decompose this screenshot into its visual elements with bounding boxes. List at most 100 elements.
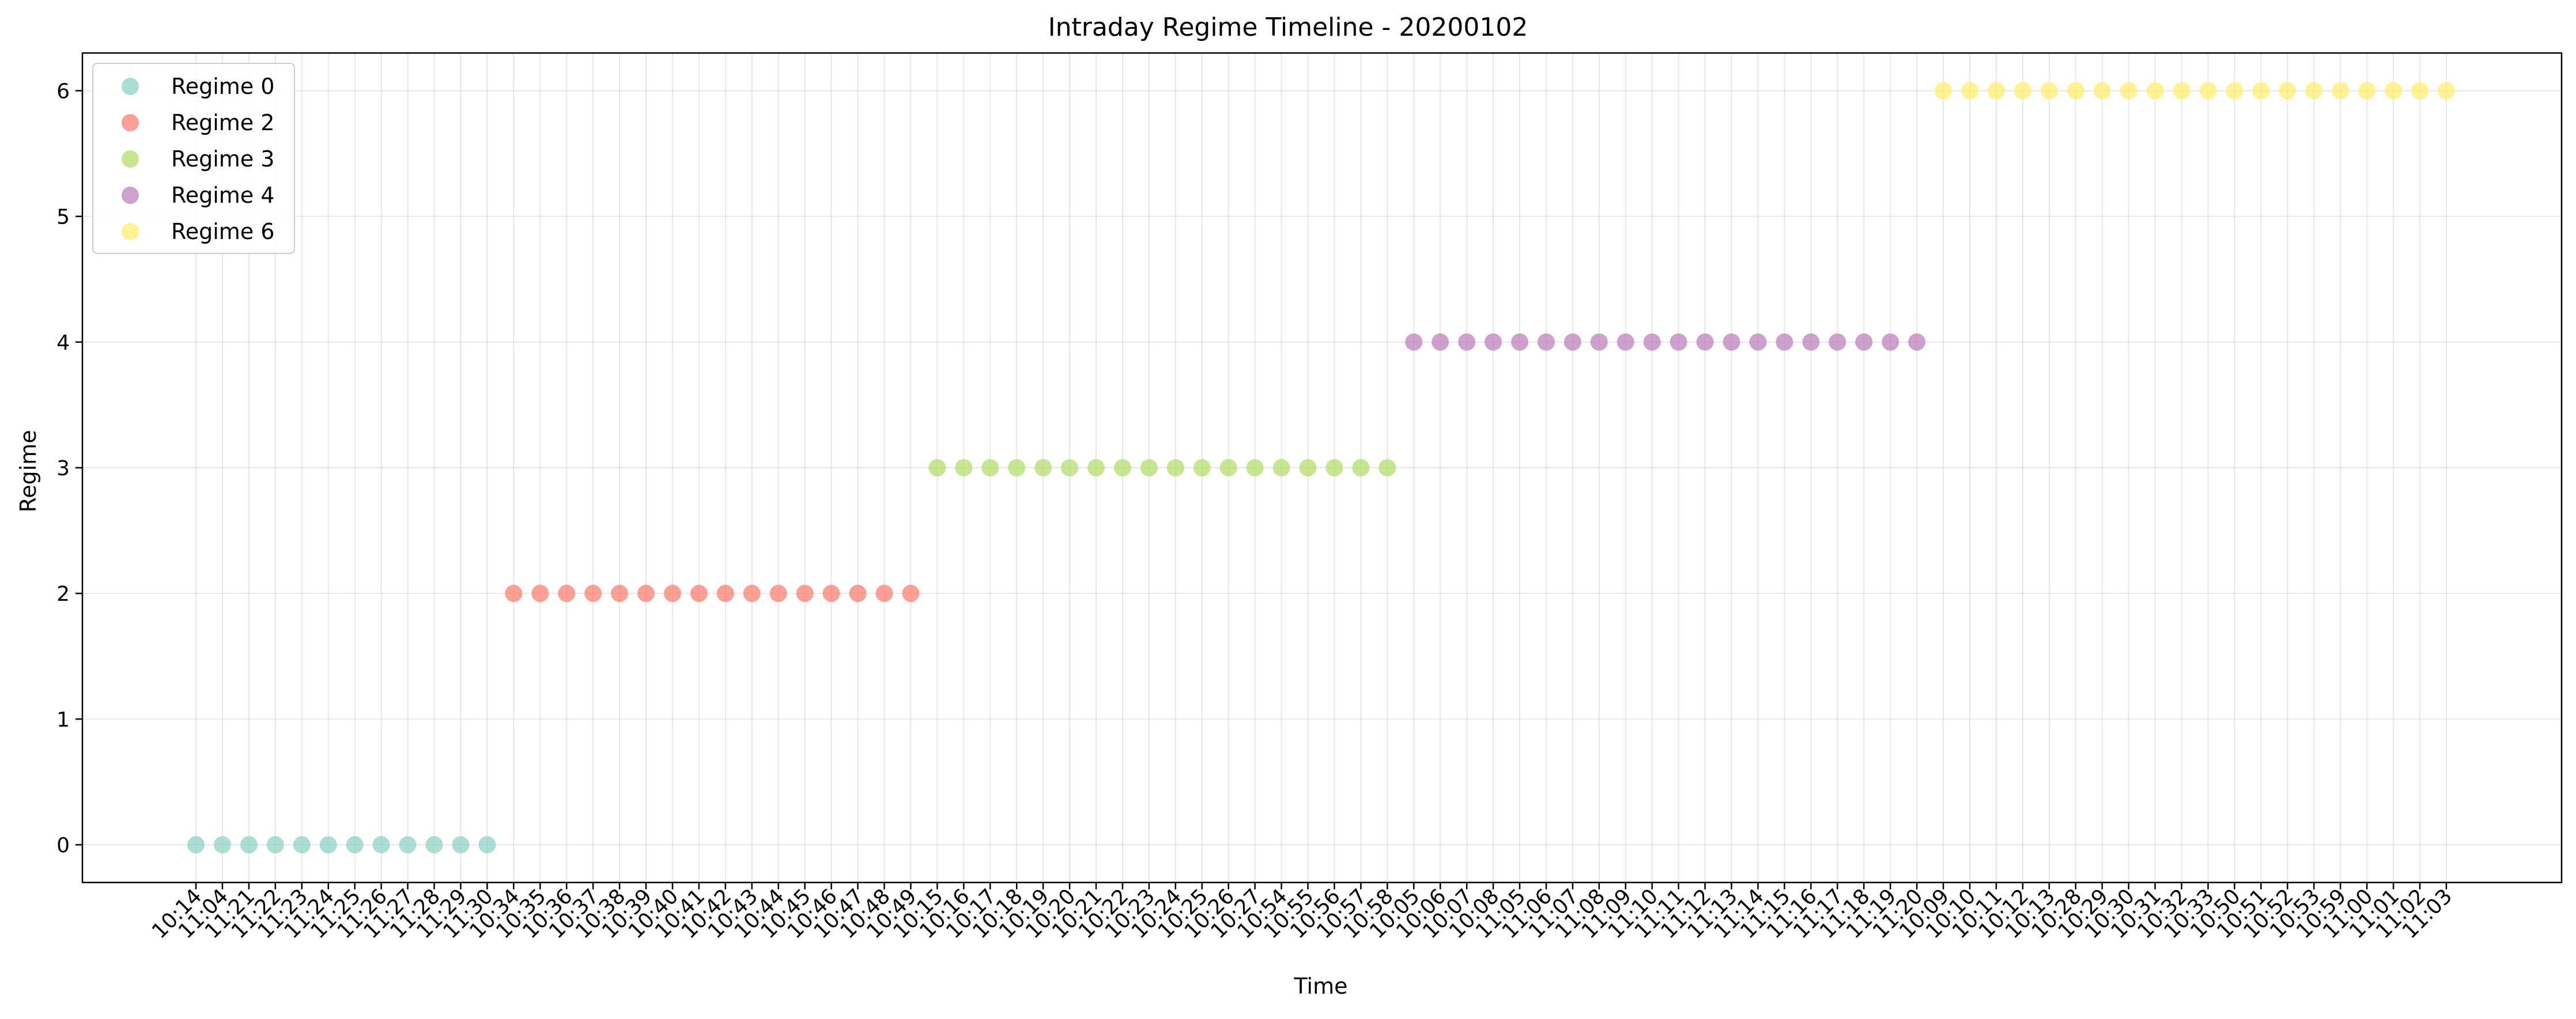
- data-point: [399, 836, 417, 854]
- data-point: [531, 585, 549, 603]
- data-point: [2040, 82, 2058, 100]
- legend-label: Regime 4: [171, 183, 274, 208]
- y-tick-label: 4: [56, 331, 70, 355]
- data-point: [1590, 333, 1608, 351]
- data-point: [2067, 82, 2084, 100]
- data-point: [928, 459, 946, 476]
- data-point: [1988, 82, 2005, 100]
- y-tick-label: 1: [56, 708, 70, 732]
- y-tick-label: 3: [56, 457, 70, 480]
- legend-marker: [122, 187, 139, 204]
- data-point: [796, 585, 814, 603]
- data-point: [822, 585, 840, 603]
- data-point: [558, 585, 576, 603]
- legend-marker: [122, 114, 139, 131]
- data-point: [478, 836, 496, 854]
- legend-box: [92, 63, 295, 254]
- data-point: [293, 836, 311, 854]
- data-points-layer: [187, 82, 2455, 854]
- data-point: [1008, 459, 1026, 476]
- data-point: [1299, 459, 1317, 476]
- data-point: [716, 585, 734, 603]
- y-tick-label: 2: [56, 582, 70, 606]
- data-point: [2252, 82, 2270, 100]
- data-point: [637, 585, 655, 603]
- data-point: [2146, 82, 2164, 100]
- data-point: [2411, 82, 2429, 100]
- chart-title: Intraday Regime Timeline - 20200102: [1048, 13, 1528, 42]
- data-point: [1325, 459, 1343, 476]
- data-point: [266, 836, 284, 854]
- data-point: [1908, 333, 1926, 351]
- data-point: [1802, 333, 1820, 351]
- data-point: [1405, 333, 1423, 351]
- legend-marker: [122, 150, 139, 168]
- data-point: [2120, 82, 2137, 100]
- data-point: [1961, 82, 1979, 100]
- data-point: [1378, 459, 1396, 476]
- data-point: [769, 585, 787, 603]
- data-point: [1749, 333, 1767, 351]
- data-point: [849, 585, 867, 603]
- data-point: [1140, 459, 1158, 476]
- data-point: [584, 585, 602, 603]
- data-point: [1485, 333, 1502, 351]
- data-point: [1563, 333, 1581, 351]
- data-point: [955, 459, 973, 476]
- data-point: [2226, 82, 2243, 100]
- legend-marker: [122, 78, 139, 95]
- data-point: [743, 585, 761, 603]
- data-point: [1935, 82, 1952, 100]
- data-point: [902, 585, 920, 603]
- data-point: [1352, 459, 1370, 476]
- data-point: [1643, 333, 1661, 351]
- grid-layer: [82, 53, 2562, 882]
- data-point: [372, 836, 390, 854]
- legend-label: Regime 6: [171, 219, 274, 244]
- legend-label: Regime 3: [171, 146, 274, 172]
- data-point: [452, 836, 470, 854]
- data-point: [2093, 82, 2111, 100]
- legend: Regime 0 Regime 2 Regime 3 Regime 4 Regime 6: [92, 63, 295, 254]
- data-point: [213, 836, 231, 854]
- data-point: [1246, 459, 1264, 476]
- data-point: [2279, 82, 2297, 100]
- data-point: [505, 585, 523, 603]
- data-point: [346, 836, 364, 854]
- data-point: [1113, 459, 1131, 476]
- data-point: [2199, 82, 2217, 100]
- data-point: [1511, 333, 1529, 351]
- data-point: [1034, 459, 1052, 476]
- data-point: [1723, 333, 1740, 351]
- data-point: [1882, 333, 1899, 351]
- data-point: [1696, 333, 1714, 351]
- data-point: [1670, 333, 1687, 351]
- legend-marker: [122, 223, 139, 240]
- data-point: [875, 585, 893, 603]
- data-point: [2305, 82, 2323, 100]
- data-point: [611, 585, 629, 603]
- data-point: [2438, 82, 2455, 100]
- data-point: [2332, 82, 2350, 100]
- data-point: [1166, 459, 1184, 476]
- data-point: [2385, 82, 2403, 100]
- data-point: [2014, 82, 2031, 100]
- data-point: [1061, 459, 1079, 476]
- data-point: [2358, 82, 2376, 100]
- legend-label: Regime 2: [171, 110, 274, 135]
- data-point: [187, 836, 205, 854]
- data-point: [1855, 333, 1873, 351]
- data-point: [1829, 333, 1846, 351]
- axes-layer: 012345610:1411:0411:2111:2211:2311:2411:…: [56, 52, 2563, 944]
- data-point: [425, 836, 443, 854]
- data-point: [1272, 459, 1290, 476]
- x-axis-label: Time: [1294, 973, 1348, 999]
- data-point: [981, 459, 999, 476]
- data-point: [1087, 459, 1105, 476]
- y-tick-label: 0: [56, 834, 70, 858]
- data-point: [319, 836, 337, 854]
- data-point: [690, 585, 708, 603]
- data-point: [1616, 333, 1634, 351]
- data-point: [1776, 333, 1793, 351]
